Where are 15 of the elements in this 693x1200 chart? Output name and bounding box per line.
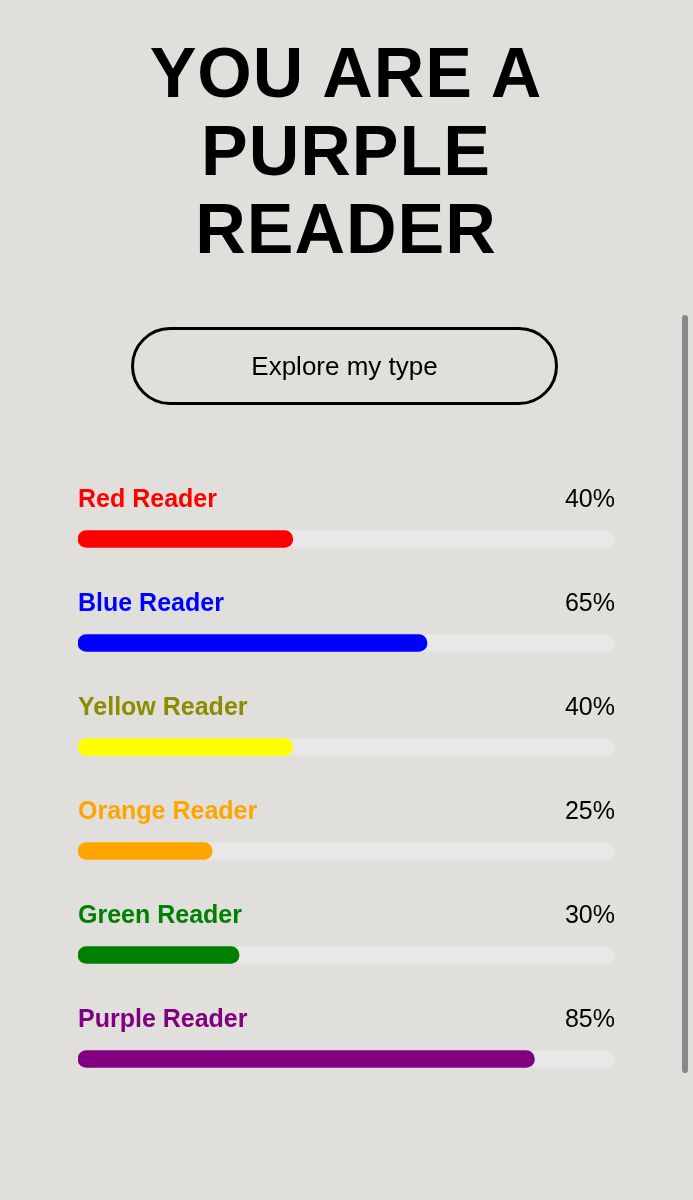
bar xyxy=(78,842,213,860)
data-label: 30% xyxy=(564,899,615,928)
y-tick-label: Purple Reader xyxy=(78,1003,248,1032)
chart-title: YOU ARE A PURPLE READER xyxy=(148,34,544,268)
data-label: 85% xyxy=(564,1003,615,1032)
y-tick-label: Yellow Reader xyxy=(78,691,248,720)
data-label: 25% xyxy=(564,795,615,824)
text: Explore my type xyxy=(131,327,558,405)
data-label: 65% xyxy=(564,587,615,616)
data-label: 40% xyxy=(564,691,615,720)
y-tick-label: Orange Reader xyxy=(78,795,258,824)
y-tick-label: Red Reader xyxy=(78,483,218,512)
data-label: 40% xyxy=(564,483,615,512)
y-tick-label: Green Reader xyxy=(78,899,243,928)
y-tick-label: Blue Reader xyxy=(78,587,225,616)
